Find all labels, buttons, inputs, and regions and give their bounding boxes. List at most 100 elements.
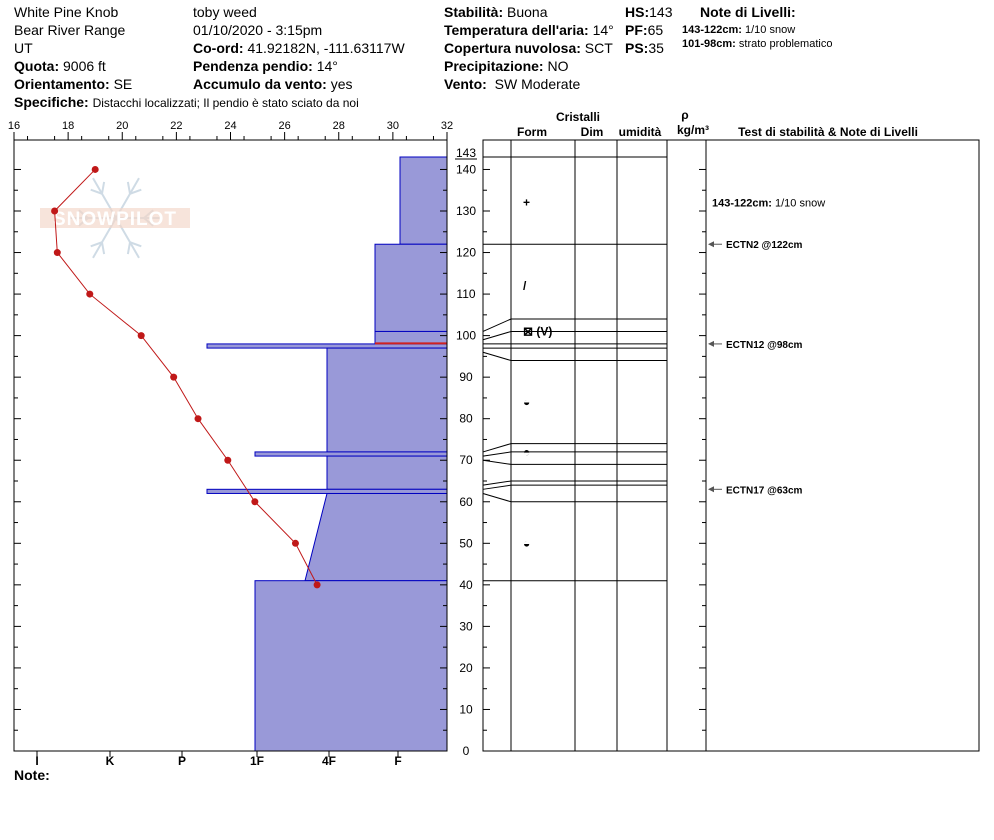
layer-connector [482, 351, 512, 362]
grain-symbol: ◒ [523, 536, 530, 550]
layer-connector [482, 330, 512, 341]
watermark-band [40, 208, 190, 228]
ps-row: PS:35 [625, 39, 664, 57]
air-temp-label: Temperatura dell'aria: [444, 22, 589, 38]
stability-test-1: ECTN2 @122cm [726, 240, 803, 251]
temperature-point [137, 332, 145, 340]
temp-tick-label: 32 [441, 120, 453, 132]
grain-symbol: + [523, 196, 530, 210]
layer-connector [482, 318, 512, 332]
site-state: UT [14, 40, 33, 56]
temperature-point [91, 165, 99, 173]
cloud-row: Copertura nuvolosa: SCT [444, 39, 613, 57]
temperature-point [224, 456, 232, 464]
depth-tick-label: 60 [459, 495, 473, 509]
pf-label: PF: [625, 22, 648, 38]
snowflake-branch [143, 209, 154, 219]
test-arrow-head [708, 340, 714, 347]
layer-note-1-range: 143-122cm: [682, 24, 742, 36]
depth-tick-label: 100 [456, 329, 476, 343]
depth-tick-label: 120 [456, 246, 476, 260]
wind-row: Vento: SW Moderate [444, 75, 580, 93]
grain-symbol: / [523, 279, 527, 293]
hardness-layer-2 [374, 330, 448, 345]
test-arrow-head [708, 241, 714, 248]
temperature-point [170, 373, 178, 381]
ps-label: PS: [625, 40, 649, 56]
depth-tick-label: 40 [459, 578, 473, 592]
hardness-tick-label: K [106, 754, 115, 768]
pf-row: PF:65 [625, 21, 663, 39]
hardness-layer-7 [206, 488, 448, 494]
details-row: Specifiche: Distacchi localizzati; Il pe… [14, 93, 359, 112]
layer-connector [482, 492, 512, 503]
temperature-point [194, 415, 202, 423]
layer-note-2-range: 101-98cm: [682, 38, 736, 50]
hardness-tick-label: P [178, 754, 186, 768]
stability-test-2: ECTN12 @98cm [726, 340, 803, 351]
header-rho: ρ [681, 108, 688, 122]
temp-tick-label: 26 [279, 120, 291, 132]
wind-value: SW Moderate [494, 76, 581, 92]
wind-loading-row: Accumulo da vento: yes [193, 75, 352, 93]
snowflake-branch [90, 188, 103, 195]
hardness-tick-label: I [35, 754, 38, 768]
details-label: Specifiche: [14, 94, 89, 110]
depth-tick-label: 0 [463, 744, 470, 758]
hardness-layer-9 [254, 580, 448, 752]
snowflake-branch [101, 181, 106, 194]
aspect-label: Orientamento: [14, 76, 110, 92]
temp-tick-label: 22 [170, 120, 182, 132]
stability-test-3: ECTN17 @63cm [726, 485, 803, 496]
hardness-layer-1 [374, 243, 448, 332]
depth-tick-label: 30 [459, 619, 473, 633]
temp-tick-label: 28 [333, 120, 345, 132]
temperature-point [51, 207, 59, 215]
temperature-point [86, 290, 94, 298]
snowflake-branch [129, 241, 142, 248]
layer-note-2: 101-98cm: strato problematico [682, 37, 832, 51]
slope-row: Pendenza pendio: 14° [193, 57, 338, 75]
header-umidita: umidità [619, 125, 662, 139]
aspect-row: Orientamento: SE [14, 75, 132, 93]
precip-row: Precipitazione: NO [444, 57, 568, 75]
coords-value: 41.92182N, -111.63117W [247, 40, 405, 56]
snowflake-branch [143, 217, 154, 227]
watermark-text: SNOWPILOT [53, 209, 177, 230]
header-density: kg/m³ [677, 123, 709, 137]
snowflake-arm [115, 217, 140, 259]
snowflake-branch [101, 242, 106, 255]
stability-row: Stabilità: Buona [444, 3, 548, 21]
snowflake-branch [126, 242, 131, 255]
header-cristalli: Cristalli [556, 110, 600, 124]
snowflake-arm [92, 217, 117, 259]
grain-symbol: ⊠ (V) [523, 324, 552, 338]
pf-value: 65 [647, 22, 664, 38]
depth-tick-label: 70 [459, 453, 473, 467]
hardness-tick-label: 1F [250, 754, 264, 768]
layer-note-1: 143-122cm: 1/10 snow [682, 23, 795, 37]
header-tests: Test di stabilità & Note di Livelli [738, 125, 918, 139]
cloud-value: SCT [584, 40, 613, 56]
hardness-layer-0 [399, 156, 448, 245]
temperature-line [54, 169, 318, 586]
temp-tick-label: 16 [8, 120, 20, 132]
layer-notes-title: Note di Livelli: [700, 4, 796, 20]
right-layer-note: 143-122cm: 1/10 snow [712, 198, 825, 210]
wind-label: Vento: [444, 76, 487, 92]
layer-connector [482, 484, 512, 490]
coords-row: Co-ord: 41.92182N, -111.63117W [193, 39, 405, 57]
aspect-value: SE [113, 76, 133, 92]
temp-tick-label: 24 [224, 120, 236, 132]
hardness-layer-8 [304, 492, 448, 582]
elevation-value: 9006 ft [63, 58, 106, 74]
snowflake-branch [78, 209, 89, 219]
hardness-layer-4 [326, 347, 448, 453]
hs-row: HS:143 [625, 3, 672, 21]
wind-loading-label: Accumulo da vento: [193, 76, 327, 92]
layer-connector [482, 451, 512, 457]
precip-value: NO [547, 58, 569, 74]
ps-value: 35 [648, 40, 664, 56]
air-temp-row: Temperatura dell'aria: 14° [444, 21, 614, 39]
